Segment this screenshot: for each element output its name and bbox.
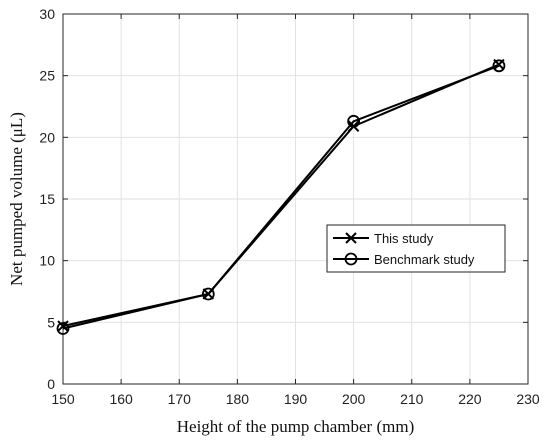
x-tick-label: 160 [109,391,133,407]
grid-lines [62,13,529,385]
x-tick-label: 230 [516,391,540,407]
y-axis-title: Net pumped volume (μL) [7,112,26,286]
legend-box [326,224,506,273]
series-2-point [56,322,70,335]
data-series [56,58,506,335]
x-axis-title: Height of the pump chamber (mm) [177,417,414,436]
series-2-point [347,114,361,128]
series-line-1 [62,63,500,328]
x-tick-label: 170 [168,391,192,407]
y-tick-label: 0 [47,376,55,392]
legend-label: This study [374,231,434,246]
series-1-point [57,320,69,332]
y-axis-ticks: 0 5 10 15 20 25 30 [39,6,528,392]
series-2-point [201,287,215,301]
series-line-2 [62,64,500,330]
x-tick-label: 220 [458,391,482,407]
series-2-point [492,59,506,73]
y-tick-label: 15 [39,191,55,207]
y-tick-label: 5 [47,314,55,330]
legend-label: Benchmark study [374,252,475,267]
x-tick-label: 190 [284,391,308,407]
x-tick-label: 150 [51,391,75,407]
legend-marker [344,252,358,266]
y-tick-label: 25 [39,68,55,84]
x-tick-label: 200 [342,391,366,407]
y-tick-label: 30 [39,6,55,22]
legend: This study Benchmark study [326,224,506,273]
x-axis-ticks: 150 160 170 180 190 200 210 220 230 [51,14,540,407]
x-tick-label: 180 [226,391,250,407]
legend-entry: Benchmark study [333,252,475,267]
legend-entry: This study [333,231,434,246]
x-tick-label: 210 [400,391,424,407]
y-tick-label: 10 [39,253,55,269]
y-tick-label: 20 [39,129,55,145]
legend-marker [345,232,357,244]
